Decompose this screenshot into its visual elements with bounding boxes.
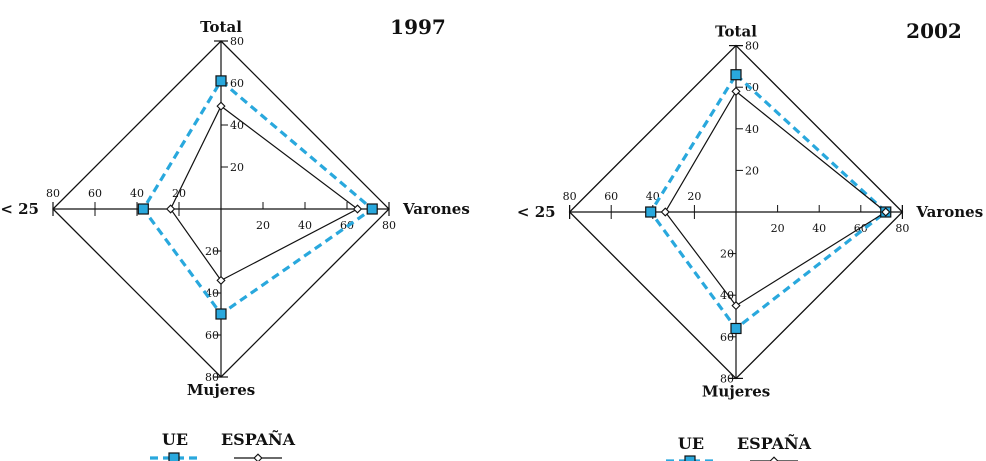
tick-label-varones: 20 [771,222,785,235]
tick-label-under-25: 60 [88,187,102,200]
axis-label-varones: Varones [402,200,470,218]
tick-label-mujeres: 20 [720,248,734,261]
point-marker-espana [731,86,741,96]
tick-label-varones: 40 [812,222,826,235]
point-marker-ue [215,308,227,320]
tick-label-mujeres: 80 [720,372,734,385]
point-marker-espana [166,204,176,214]
tick-label-mujeres: 20 [205,245,219,258]
axis-label-varones: Varones [915,203,983,221]
legend-label-espana: ESPAÑA [221,428,296,449]
tick-label-total: 40 [230,119,244,132]
legend-2002: UE ESPAÑA [666,432,812,461]
legend-label-ue: UE [678,434,704,453]
axis-label-mujeres: Mujeres [187,381,255,399]
tick-label-varones: 80 [382,219,396,232]
legend-1997: UE ESPAÑA [150,428,296,461]
point-marker-ue [366,203,378,215]
tick-label-under-25: 20 [172,187,186,200]
tick-label-under-25: 80 [563,190,577,203]
point-marker-espana [216,101,226,111]
point-marker-ue [215,75,227,87]
point-marker-espana [731,301,741,311]
series-line-ue [648,72,889,331]
point-marker-ue [645,206,657,218]
tick-label-under-25: 40 [130,187,144,200]
axis-label-mujeres: Mujeres [702,382,770,400]
chart-year-title: 1997 [390,15,446,39]
series-line-españa [169,105,359,282]
tick-label-total: 80 [745,40,759,53]
tick-label-mujeres: 80 [205,371,219,384]
tick-label-under-25: 40 [646,190,660,203]
legend-marker-espana [253,453,263,461]
point-marker-ue [730,69,742,81]
tick-label-total: 60 [230,77,244,90]
tick-label-total: 20 [745,164,759,177]
axis-label-under-25: < 25 [0,200,39,218]
legend-label-espana: ESPAÑA [737,432,812,453]
point-marker-espana [216,275,226,285]
point-marker-ue [730,322,742,335]
point-marker-espana [660,207,670,217]
axis-label-under-25: < 25 [517,203,556,221]
tick-label-varones: 40 [298,219,312,232]
tick-label-varones: 80 [895,222,909,235]
legend-marker-espana [769,456,779,461]
axis-label-total: Total [715,23,757,41]
legend-marker-ue [684,455,696,461]
chart-year-title: 2002 [906,19,962,43]
point-marker-espana [881,207,891,217]
axis-label-total: Total [200,18,242,36]
point-marker-ue [137,203,149,215]
tick-label-under-25: 60 [604,190,618,203]
tick-label-under-25: 80 [46,187,60,200]
radar-chart-2002: 20202020404040406060606080808080TotalVar… [517,19,983,400]
tick-label-varones: 20 [256,219,270,232]
legend-label-ue: UE [162,430,188,449]
tick-label-mujeres: 60 [205,329,219,342]
tick-label-total: 80 [230,35,244,48]
tick-label-total: 40 [745,123,759,136]
tick-label-under-25: 20 [687,190,701,203]
point-marker-espana [352,204,363,214]
tick-label-total: 20 [230,161,244,174]
radar-chart-1997: 20202020404040406060606080808080TotalVar… [0,15,469,399]
legend-marker-ue [168,452,180,461]
